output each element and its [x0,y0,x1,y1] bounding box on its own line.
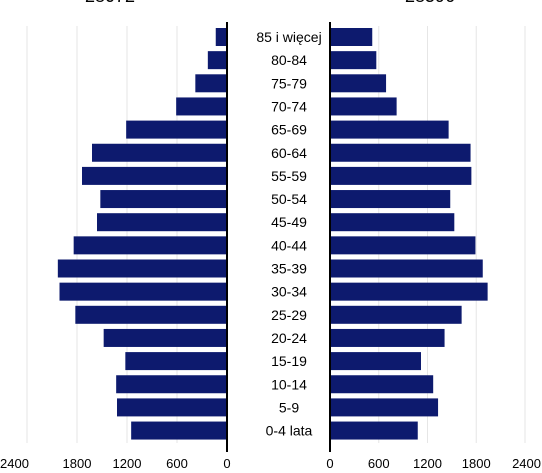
left-bar-5 [92,143,227,162]
right-bar-15 [330,375,434,394]
left-bar-8 [97,213,227,232]
left-bar-12 [75,305,227,324]
left-bars [57,28,228,440]
right-bar-14 [330,352,421,371]
left-total-label: 28072 [85,0,135,6]
age-label-5: 60-64 [271,145,307,161]
left-bar-10 [57,259,228,278]
left-tick-label-4: 0 [223,456,230,471]
axes [226,22,331,452]
right-tick-label-2: 1200 [413,456,442,471]
left-tick-label-2: 1200 [113,456,142,471]
age-label-0: 85 i więcej [256,29,321,45]
age-label-9: 40-44 [271,237,307,253]
left-bar-16 [117,398,227,417]
left-bar-9 [73,236,228,255]
right-bars [330,28,488,440]
right-total-label: 28596 [405,0,455,6]
left-bar-1 [207,51,227,70]
right-bar-2 [330,74,387,93]
right-bar-13 [330,328,445,347]
right-tick-label-4: 2400 [512,456,541,471]
right-bar-11 [330,282,488,301]
left-bar-15 [116,375,227,394]
age-label-7: 50-54 [271,191,307,207]
right-bar-0 [330,28,373,46]
left-bar-17 [131,421,227,440]
left-bar-14 [125,352,227,371]
age-label-8: 45-49 [271,214,307,230]
age-label-1: 80-84 [271,52,307,68]
age-label-14: 15-19 [271,353,307,369]
right-bar-10 [330,259,483,278]
right-bar-16 [330,398,439,417]
age-label-17: 0-4 lata [266,423,313,439]
left-bar-4 [126,120,227,139]
right-bar-1 [330,51,377,70]
right-bar-17 [330,421,418,440]
age-label-4: 65-69 [271,122,307,138]
right-bar-5 [330,143,471,162]
left-bar-11 [59,282,227,301]
age-label-16: 5-9 [279,399,299,415]
left-bar-7 [100,190,227,209]
right-tick-label-1: 600 [368,456,390,471]
left-bar-2 [195,74,227,93]
right-bar-3 [330,97,397,116]
age-label-15: 10-14 [271,376,307,392]
right-bar-6 [330,166,472,185]
right-tick-label-0: 0 [326,456,333,471]
left-bar-3 [176,97,227,116]
age-label-10: 35-39 [271,261,307,277]
left-bar-13 [103,328,227,347]
right-tick-label-3: 1800 [462,456,491,471]
right-bar-4 [330,120,449,139]
right-bar-9 [330,236,476,255]
tick-labels: 2400 1800 1200 600 0 0 600 1200 1800 2400 [0,456,541,471]
left-tick-label-1: 1800 [63,456,92,471]
left-tick-label-3: 600 [166,456,188,471]
right-bar-12 [330,305,462,324]
age-label-3: 70-74 [271,98,307,114]
left-tick-label-0: 2400 [0,456,29,471]
age-label-6: 55-59 [271,168,307,184]
age-label-13: 20-24 [271,330,307,346]
right-bar-7 [330,190,451,209]
grid-lines [26,26,526,443]
age-label-12: 25-29 [271,307,307,323]
age-label-2: 75-79 [271,75,307,91]
age-group-labels: 85 i więcej 80-84 75-79 70-74 65-69 60-64 55-5… [256,29,321,439]
left-bar-6 [82,166,227,185]
right-bar-8 [330,213,455,232]
age-label-11: 30-34 [271,284,307,300]
left-bar-0 [215,28,227,46]
